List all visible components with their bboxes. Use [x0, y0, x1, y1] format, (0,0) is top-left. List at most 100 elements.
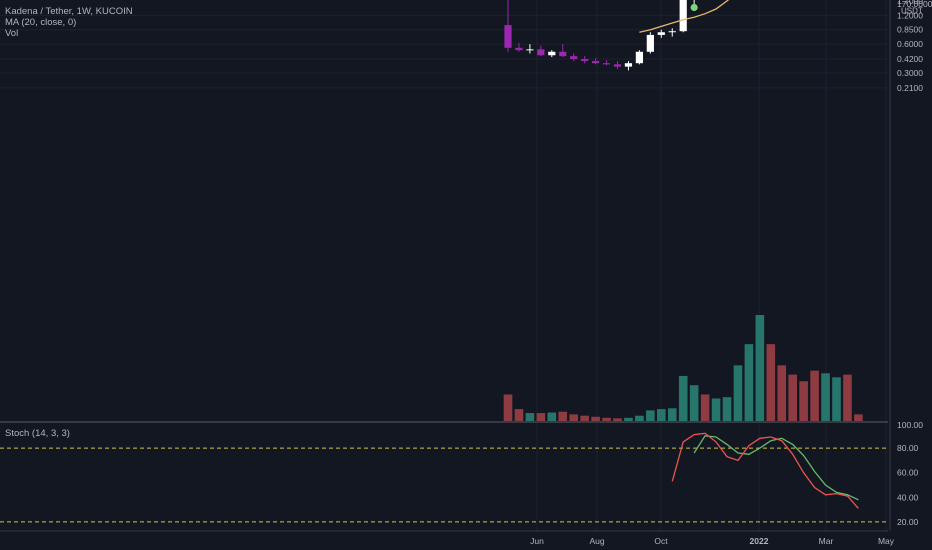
- candle-body: [668, 31, 676, 33]
- symbol-legend[interactable]: Kadena / Tether, 1W, KUCOIN: [5, 6, 133, 17]
- volume-bar: [689, 385, 699, 421]
- volume-bar: [646, 410, 655, 421]
- stoch-legend[interactable]: Stoch (14, 3, 3): [5, 428, 70, 439]
- candle: [679, 0, 687, 33]
- volume-bar: [503, 394, 513, 421]
- time-tick-label: Oct: [654, 536, 668, 546]
- candle: [515, 42, 523, 52]
- volume-legend[interactable]: Vol: [5, 28, 19, 39]
- stochastic-axis: 100.00 80.00 60.00 40.00 20.00: [897, 420, 923, 527]
- price-tick-label: 0.4200: [897, 54, 923, 64]
- moving-average: [639, 0, 730, 33]
- price-axis: 170.0000120.000080.000056.000038.000028.…: [897, 0, 932, 93]
- ma-legend[interactable]: MA (20, close, 0): [5, 17, 77, 28]
- candle-body: [592, 61, 600, 64]
- volume-bar: [766, 344, 776, 421]
- volume-bar: [843, 374, 852, 421]
- price-tick-label: 0.3000: [897, 68, 923, 78]
- candle: [635, 50, 643, 65]
- volume-bar: [799, 381, 808, 421]
- signal-dot: [690, 3, 698, 12]
- volume-bar: [580, 415, 589, 421]
- candle-body: [679, 0, 687, 32]
- time-tick-label: 2022: [750, 536, 769, 546]
- volume-bar: [667, 408, 677, 421]
- volume-bar: [525, 413, 535, 421]
- candle-body: [559, 51, 567, 57]
- candle: [693, 0, 695, 7]
- volume-bar: [635, 415, 644, 421]
- volume-bar: [678, 375, 688, 421]
- volume-bar: [722, 397, 732, 421]
- volume-bar: [514, 409, 524, 421]
- candle: [548, 50, 556, 58]
- candles: [504, 0, 695, 71]
- candle-body: [657, 32, 665, 35]
- volume-bar: [832, 377, 841, 421]
- volume-bar: [591, 416, 600, 421]
- candle-body: [602, 63, 611, 65]
- price-tick-label: 1.7000: [897, 0, 923, 6]
- volume-bar: [569, 414, 578, 421]
- currency-label: USDT: [901, 7, 923, 16]
- candle-body: [504, 25, 512, 48]
- candle: [537, 45, 545, 57]
- time-axis: Jun Aug Oct 2022 Mar May: [530, 536, 895, 546]
- volume-bar: [558, 411, 568, 421]
- volume-bar: [657, 409, 666, 421]
- candle-body: [581, 59, 589, 62]
- volume-bar: [711, 398, 721, 421]
- candle: [646, 32, 654, 54]
- volume-bars: [503, 315, 863, 421]
- candle-body: [613, 64, 622, 67]
- candle-body: [548, 51, 556, 56]
- price-tick-label: 1.2000: [897, 10, 923, 20]
- price-tick-label: 170.0000: [897, 0, 932, 9]
- volume-bar: [624, 417, 633, 421]
- candle: [559, 44, 567, 58]
- candle-body: [537, 49, 545, 56]
- candle-body: [635, 51, 643, 64]
- signal-dots: [690, 3, 698, 12]
- time-tick-label: May: [878, 536, 895, 546]
- volume-bar: [536, 413, 546, 421]
- time-tick-label: Aug: [589, 536, 604, 546]
- stoch-tick-label: 20.00: [897, 517, 919, 527]
- price-tick-label: 0.8500: [897, 25, 923, 35]
- stoch-tick-label: 60.00: [897, 468, 919, 478]
- candle-body: [526, 49, 534, 51]
- volume-bar: [821, 373, 830, 421]
- ma-line: [639, 0, 730, 33]
- candle: [592, 58, 600, 65]
- candle-body: [515, 47, 523, 51]
- time-tick-label: Mar: [819, 536, 834, 546]
- candle: [570, 53, 578, 62]
- time-tick-label: Jun: [530, 536, 544, 546]
- candle: [581, 56, 589, 64]
- price-tick-label: 0.6000: [897, 39, 923, 49]
- volume-bar: [602, 417, 611, 421]
- candle-body: [570, 56, 578, 60]
- stoch-k-line: [671, 432, 859, 509]
- volume-bar: [733, 365, 743, 421]
- volume-bar: [547, 412, 557, 421]
- candle: [657, 29, 665, 38]
- candle: [613, 61, 622, 70]
- stoch-tick-label: 40.00: [897, 492, 919, 502]
- volume-bar: [854, 414, 863, 421]
- volume-bar: [755, 315, 765, 421]
- volume-bar: [777, 365, 787, 421]
- candle-body: [646, 34, 654, 52]
- volume-bar: [810, 370, 819, 421]
- stochastic-pane: [0, 432, 888, 523]
- volume-bar: [700, 394, 710, 421]
- candle: [602, 60, 611, 66]
- candle: [668, 28, 676, 37]
- candle: [526, 44, 534, 54]
- candle: [504, 0, 512, 52]
- volume-bar: [788, 374, 797, 421]
- stoch-tick-label: 100.00: [897, 420, 923, 430]
